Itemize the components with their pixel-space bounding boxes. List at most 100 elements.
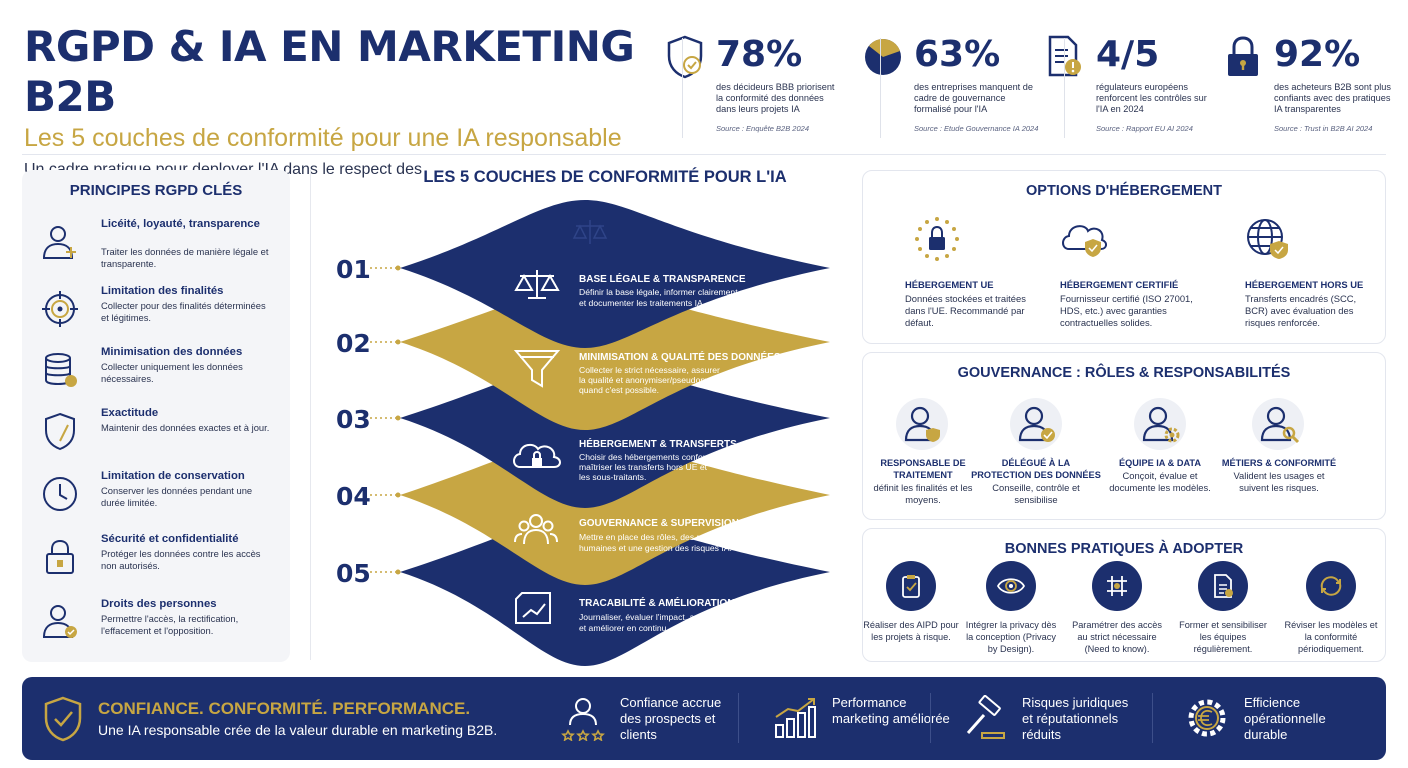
layer-text: Choisir des hébergements conformes, (579, 452, 724, 462)
role-text: Conseille, contrôle et sensibilise (992, 482, 1080, 505)
role-title: ÉQUIPE IA & DATA (1118, 458, 1201, 468)
practice-text: Former et sensibiliser les équipes régul… (1179, 620, 1267, 654)
layer-number: 03 (336, 405, 371, 434)
user-gear-icon (1134, 398, 1186, 450)
footer-benefit-text: Risques juridiques et réputationnels réd… (1022, 695, 1129, 742)
hosting-option: HÉBERGEMENT CERTIFIÉ Fournisseur certifi… (1060, 279, 1210, 329)
role-text: Conçoit, évalue et documente les modèles… (1109, 470, 1211, 493)
principle-text: Conserver les données pendant une durée … (101, 485, 253, 508)
layer-02: 02 MINIMISATION & QUALITÉ DES DONNÉES Co… (336, 288, 830, 430)
layer-title: MINIMISATION & QUALITÉ DES DONNÉES (579, 350, 781, 363)
practice-item: Paramétrer des accès au strict nécessair… (1069, 561, 1165, 655)
lock-icon (46, 539, 74, 574)
layer-text: Définir la base légale, informer clairem… (579, 287, 738, 297)
stat-value: 63% (914, 34, 1001, 75)
funnel-icon (513, 350, 561, 388)
role-text: définit les finalités et les moyens. (873, 482, 973, 505)
hosting-option-text: Données stockées et traitées dans l'UE. … (905, 293, 1026, 328)
hosting-panel: OPTIONS D'HÉBERGEMENT HÉBERGEMENT UE Don… (862, 170, 1386, 344)
layer-text: humaines et une gestion des risques IA. (579, 543, 732, 553)
stat-value: 78% (716, 34, 803, 75)
principle-text: Permettre l'accès, la rectification, l'e… (101, 613, 239, 636)
layer-number: 04 (336, 482, 371, 511)
governance-title: GOUVERNANCE : RÔLES & RESPONSABILITÉS (957, 365, 1291, 381)
layer-number: 01 (336, 255, 371, 284)
user-check-icon (42, 605, 77, 638)
cloud-shield-icon (1062, 225, 1107, 257)
role-card: MÉTIERS & CONFORMITÉ Valident les usages… (1219, 457, 1339, 494)
principle-title: Minimisation des données (101, 346, 243, 358)
clock-icon (43, 477, 77, 511)
layer-text: et améliorer en continu. (579, 623, 669, 633)
principles-panel: PRINCIPES RGPD CLÉS Licéité, loyauté, tr… (22, 170, 290, 662)
footer-divider (738, 693, 739, 743)
people-icon (514, 514, 558, 545)
stat-divider (682, 38, 683, 138)
hosting-option: HÉBERGEMENT HORS UE Transferts encadrés … (1245, 279, 1380, 329)
padlock-icon (1228, 36, 1258, 76)
gavel-icon (966, 695, 1005, 739)
role-title: DÉLÉGUÉ À LA PROTECTION DES DONNÉES (971, 458, 1101, 480)
stat-divider (1064, 38, 1065, 138)
principle-item: Sécurité et confidentialité Protéger les… (22, 533, 290, 595)
column-divider (310, 170, 311, 660)
practice-text: Paramétrer des accès au strict nécessair… (1072, 620, 1162, 654)
practice-item: Réviser les modèles et la conformité pér… (1283, 561, 1379, 655)
principle-item: Exactitude Maintenir des données exactes… (22, 407, 290, 469)
layer-title: HÉBERGEMENT & TRANSFERTS (579, 437, 737, 450)
stat-divider (880, 38, 881, 138)
stat-description: des décideurs BBB priorisent la conformi… (716, 82, 835, 114)
layer-title: GOUVERNANCE & SUPERVISION (579, 518, 739, 529)
layer-text: Collecter le strict nécessaire, assurer (579, 365, 720, 375)
stat-source: Source : Etude Gouvernance IA 2024 (914, 124, 1039, 133)
practice-item: Réaliser des AIPD pour les projets à ris… (863, 561, 959, 643)
stat-value: 4/5 (1096, 34, 1160, 75)
principle-title: Exactitude (101, 407, 159, 419)
globe-shield-icon (1247, 219, 1288, 259)
principle-title: Sécurité et confidentialité (101, 533, 239, 545)
layer-01: 01 BASE LÉGALE & TRANSPARENCE Définir la… (336, 200, 830, 348)
footer-benefit-text: Efficience opérationnelle durable (1244, 695, 1326, 742)
stat-source: Source : Trust in B2B AI 2024 (1274, 124, 1373, 133)
refresh-icon (1320, 576, 1342, 596)
page-title: RGPD & IA EN MARKETING B2B (24, 22, 635, 121)
document-chart-icon (515, 592, 551, 624)
eye-icon (996, 578, 1026, 594)
user-search-icon (1252, 398, 1304, 450)
practices-panel: BONNES PRATIQUES À ADOPTER Réaliser des … (862, 528, 1386, 662)
footer-title: CONFIANCE. CONFORMITÉ. PERFORMANCE. (98, 699, 471, 718)
footer-subtitle: Une IA responsable crée de la valeur dur… (98, 722, 498, 738)
principle-text: Maintenir des données exactes et à jour. (101, 422, 270, 433)
hosting-option-title: HÉBERGEMENT UE (905, 279, 994, 290)
layer-text: Journaliser, évaluer l'impact, auditer (579, 612, 716, 622)
role-card: RESPONSABLE DE TRAITEMENT définit les fi… (863, 457, 983, 506)
principle-item: Licéité, loyauté, transparence Traiter l… (22, 218, 290, 280)
practice-text: Intégrer la privacy dès la conception (P… (965, 620, 1057, 654)
user-check-icon (1010, 398, 1062, 450)
practice-item: Former et sensibiliser les équipes régul… (1175, 561, 1271, 655)
stat-value: 92% (1274, 34, 1361, 75)
user-scale-icon (42, 226, 76, 259)
stat-source: Source : Rapport EU AI 2024 (1096, 124, 1193, 133)
layers-title: LES 5 COUCHES DE CONFORMITÉ POUR L'IA (423, 168, 787, 186)
practice-text: Réviser les modèles et la conformité pér… (1284, 620, 1378, 654)
user-stars-icon (561, 698, 605, 741)
target-icon (42, 291, 78, 327)
principle-text: Collecter uniquement les données nécessa… (101, 361, 243, 384)
principle-item: Limitation de conservation Conserver les… (22, 470, 290, 532)
principle-title: Limitation des finalités (101, 285, 224, 297)
stat-description: des acheteurs B2B sont plus confiants av… (1274, 82, 1391, 114)
layer-04: 04 GOUVERNANCE & SUPERVISION Mettre en p… (336, 438, 830, 585)
footer-divider (1152, 693, 1153, 743)
database-icon (45, 353, 77, 387)
layer-05: 05 TRACABILITÉ & AMÉLIORATION CONTINUE J… (336, 515, 830, 666)
clipboard-icon (902, 575, 920, 598)
stat-description: régulateurs européens renforcent les con… (1096, 82, 1207, 114)
layer-text: les sous-traitants. (579, 472, 646, 482)
grid-icon (1107, 576, 1127, 596)
role-card: DÉLÉGUÉ À LA PROTECTION DES DONNÉES Cons… (971, 457, 1101, 506)
stat-description: des entreprises manquent de cadre de gou… (914, 82, 1034, 114)
user-shield-icon (896, 398, 948, 450)
principle-item: Droits des personnes Permettre l'accès, … (22, 598, 290, 660)
practices-title: BONNES PRATIQUES À ADOPTER (1004, 541, 1244, 557)
